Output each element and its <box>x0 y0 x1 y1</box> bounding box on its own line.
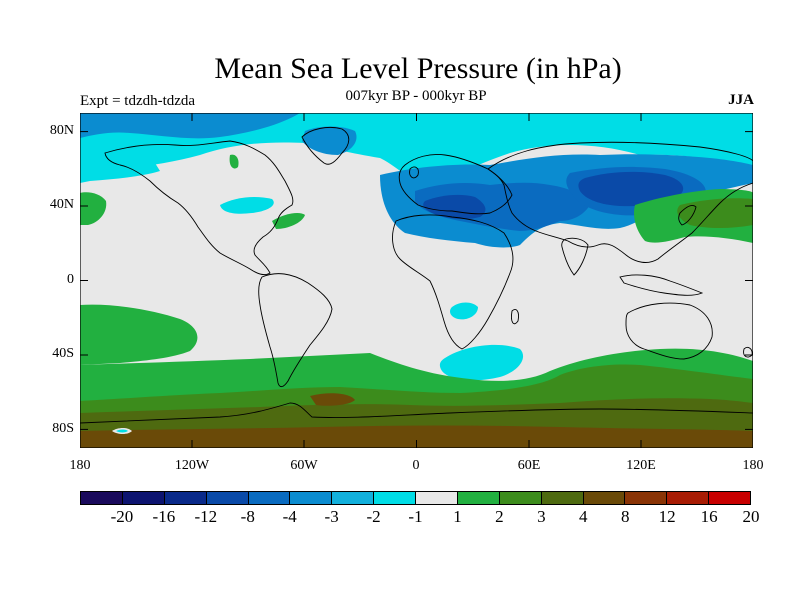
colorbar-label-9: 2 <box>495 507 504 526</box>
greenland-coast <box>301 126 350 165</box>
north-atlantic-small-anomaly <box>220 197 274 214</box>
colorbar-box-13 <box>625 492 668 504</box>
south-america-coast <box>258 273 333 388</box>
south-atlantic-small-anomaly <box>450 302 478 320</box>
atlantic-small-positive-anomaly <box>272 213 305 229</box>
y-label-40s: 40S <box>52 346 74 361</box>
colorbar-label-15: 20 <box>742 507 760 526</box>
south-pacific-positive-anomaly <box>80 304 198 365</box>
colorbar-box-11 <box>541 492 584 504</box>
colorbar-label-12: 8 <box>620 507 630 526</box>
north-pacific-anomaly <box>80 155 160 183</box>
colorbar-box-9 <box>457 492 500 504</box>
colorbar-label-2: -12 <box>194 507 218 526</box>
x-label-180e: 180 <box>742 458 764 473</box>
axis-ticks <box>80 113 753 448</box>
japan-coast <box>678 204 697 226</box>
colorbar-box-14 <box>667 492 710 504</box>
antarctica-coast <box>80 402 753 424</box>
x-label-180w: 180 <box>69 458 91 473</box>
x-label-60w: 60W <box>290 458 318 473</box>
central-asia-core-anomaly <box>578 171 684 207</box>
greenland-anomaly <box>302 126 357 155</box>
x-label-60e: 60E <box>517 458 541 473</box>
colorbar-box-7 <box>374 492 416 504</box>
australia-coast <box>625 302 713 360</box>
colorbar <box>80 491 751 505</box>
colorbar-box-12 <box>583 492 626 504</box>
colorbar-box-4 <box>248 492 291 504</box>
arctic-deeper-anomaly <box>80 113 300 139</box>
colorbar-box-1 <box>122 492 165 504</box>
map-panel <box>80 113 753 448</box>
colorbar-box-6 <box>332 492 375 504</box>
colorbar-box-8 <box>416 492 458 504</box>
colorbar-box-10 <box>499 492 542 504</box>
colorbar-label-8: 1 <box>453 507 462 526</box>
north-america-coast <box>104 140 294 276</box>
coastlines <box>80 126 753 424</box>
asia-coast <box>487 141 753 263</box>
colorbar-box-5 <box>290 492 333 504</box>
colorbar-label-13: 12 <box>658 507 676 526</box>
x-label-120e: 120E <box>626 458 656 473</box>
india-coast <box>561 237 589 276</box>
antarctic-band-8 <box>310 393 355 406</box>
madagascar-coast <box>511 309 519 325</box>
colorbar-label-7: -1 <box>408 507 423 526</box>
colorbar-label-6: -2 <box>366 507 381 526</box>
experiment-label: Expt = tdzdh-tdzda <box>80 93 196 109</box>
y-label-80n: 80N <box>49 123 74 138</box>
colorbar-label-0: -20 <box>110 507 134 526</box>
antarctic-interior-band <box>80 425 753 448</box>
map-svg <box>80 113 753 448</box>
colorbar-label-10: 3 <box>537 507 546 526</box>
season-label: JJA <box>728 92 754 108</box>
chart-subtitle: 007kyr BP - 000kyr BP <box>345 88 487 104</box>
y-label-80s: 80S <box>52 421 74 436</box>
labrador-small-positive <box>229 154 239 169</box>
colorbar-label-3: -8 <box>240 507 255 526</box>
uk-coast <box>409 166 419 179</box>
colorbar-label-1: -16 <box>152 507 176 526</box>
colorbar-box-15 <box>709 492 750 504</box>
colorbar-label-14: 16 <box>700 507 718 526</box>
y-label-40n: 40N <box>49 197 74 212</box>
europe-coast <box>398 154 513 215</box>
y-label-0: 0 <box>67 272 74 287</box>
x-label-0: 0 <box>412 458 420 473</box>
chart-title: Mean Sea Level Pressure (in hPa) <box>214 52 622 85</box>
africa-coast <box>392 214 514 350</box>
colorbar-label-5: -3 <box>324 507 339 526</box>
northeast-pacific-positive-anomaly <box>80 192 107 225</box>
colorbar-label-4: -4 <box>282 507 297 526</box>
northwest-pacific-core-anomaly <box>677 198 753 228</box>
colorbar-box-3 <box>206 492 249 504</box>
colorbar-label-11: 4 <box>579 507 588 526</box>
colorbar-box-0 <box>81 492 123 504</box>
colorbar-box-2 <box>164 492 207 504</box>
antarctic-small-core <box>116 429 128 433</box>
x-label-120w: 120W <box>174 458 210 473</box>
indonesia-coast <box>619 274 704 296</box>
south-indian-negative-anomaly <box>439 344 524 381</box>
